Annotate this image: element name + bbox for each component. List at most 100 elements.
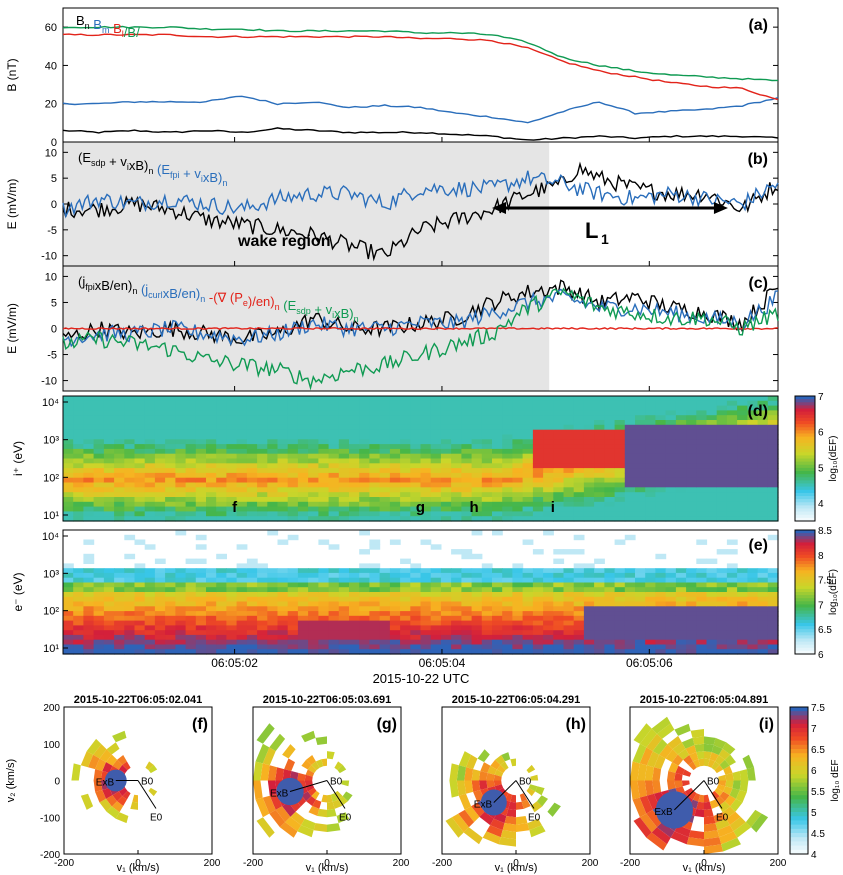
spectrogram-cell — [328, 506, 340, 512]
spectrogram-cell — [737, 444, 748, 450]
spectrogram-cell — [655, 634, 667, 641]
spectrogram-cell — [144, 501, 156, 508]
spectrogram-cell — [236, 587, 248, 593]
spectrogram-cell — [287, 601, 299, 607]
spectrogram-cell — [349, 577, 360, 584]
spectrogram-cell — [185, 592, 197, 598]
spectrogram-cell — [737, 458, 748, 464]
spectrogram-cell — [563, 549, 575, 555]
spectrogram-cell — [267, 497, 279, 503]
spectrogram-cell — [297, 472, 309, 479]
spectrogram-cell — [492, 582, 503, 588]
spectrogram-cell — [624, 497, 636, 503]
spectrogram-cell — [185, 587, 197, 593]
spectrogram-cell — [767, 468, 779, 474]
spectrogram-cell — [175, 415, 187, 421]
vdf-cell — [527, 818, 542, 831]
spectrogram-cell — [767, 396, 779, 402]
spectrogram-cell — [573, 463, 585, 469]
spectrogram-cell — [737, 511, 748, 517]
vdf-cell — [719, 759, 730, 770]
spectrogram-cell — [594, 511, 605, 517]
spectrogram-cell — [726, 429, 738, 436]
spectrogram-cell — [134, 492, 146, 498]
spectrogram-cell — [328, 634, 340, 641]
spectrogram-cell — [389, 415, 401, 421]
spectrogram-cell — [716, 620, 728, 626]
spectrogram-cell — [73, 497, 84, 503]
panel-title: 2015-10-22T06:05:02.041 — [74, 694, 202, 706]
spectrogram-cell — [757, 497, 769, 503]
spectrogram-cell — [451, 611, 462, 617]
x-tick-label: 0 — [135, 858, 141, 869]
y-tick-label: 10¹ — [43, 643, 59, 655]
spectrogram-cell — [461, 572, 473, 579]
spectrogram-cell — [706, 596, 718, 603]
spectrogram-cell — [185, 620, 197, 626]
spectrogram-cell — [553, 611, 565, 617]
spectrogram-cell — [757, 415, 769, 421]
spectrogram-cell — [726, 444, 738, 450]
spectrogram-cell — [73, 615, 84, 622]
spectrogram-cell — [553, 448, 565, 455]
spectrogram-cell — [583, 463, 595, 469]
spectrogram-cell — [757, 620, 769, 626]
spectrogram-cell — [420, 582, 432, 588]
series-line — [62, 170, 779, 219]
colorbar-cell — [790, 807, 808, 813]
spectrogram-cell — [747, 601, 759, 607]
colorbar-cell — [795, 641, 815, 646]
colorbar-cell — [795, 585, 815, 590]
spectrogram-cell — [604, 477, 616, 484]
spectrogram-cell — [553, 634, 565, 641]
spectrogram-cell — [175, 482, 187, 488]
spectrogram-cell — [767, 611, 779, 617]
vdf-cell — [639, 813, 657, 833]
spectrogram-cell — [512, 611, 524, 617]
spectrogram-cell — [400, 477, 411, 484]
spectrogram-cell — [594, 492, 605, 498]
spectrogram-cell — [154, 415, 166, 421]
spectrogram-cell — [737, 448, 748, 455]
legend-entry-text: (E — [157, 162, 170, 177]
spectrogram-cell — [328, 453, 340, 460]
y-tick-label: 10⁴ — [42, 531, 59, 543]
spectrogram-cell — [277, 611, 289, 617]
spectrogram-cell — [73, 458, 84, 464]
spectrogram-cell — [144, 420, 156, 426]
spectrogram-cell — [206, 511, 217, 517]
spectrogram-cell — [624, 601, 636, 607]
colorbar-cell — [795, 545, 815, 550]
vdf-cell — [526, 764, 536, 774]
spectrogram-cell — [757, 477, 769, 484]
spectrogram-cell — [543, 572, 554, 579]
spectrogram-cell — [502, 410, 513, 416]
spectrogram-cell — [73, 463, 84, 469]
spectrogram-cell — [410, 516, 422, 522]
spectrogram-cell — [236, 492, 248, 498]
spectrogram-cell — [502, 453, 513, 460]
spectrogram-cell — [532, 463, 544, 469]
spectrogram-cell — [512, 601, 524, 607]
L1-subscript: 1 — [601, 231, 609, 247]
spectrogram-cell — [737, 582, 748, 588]
spectrogram-cell — [635, 568, 646, 574]
spectrogram-cell — [267, 511, 279, 517]
spectrogram-cell — [277, 429, 289, 436]
spectrogram-cell — [563, 639, 575, 646]
spectrogram-cell — [328, 492, 340, 498]
spectrogram-cell — [767, 429, 779, 436]
spectrogram-cell — [604, 415, 616, 421]
spectrogram-cell — [124, 620, 136, 626]
spectrogram-cell — [369, 420, 381, 426]
spectrogram-cell — [400, 582, 411, 588]
spectrogram-cell — [583, 568, 595, 574]
vdf-cell — [725, 780, 734, 789]
spectrogram-cell — [297, 572, 309, 579]
spectrogram-cell — [420, 606, 432, 612]
panel-title: 2015-10-22T06:05:04.891 — [640, 694, 768, 706]
spectrogram-cell — [144, 497, 156, 503]
spectrogram-cell — [410, 630, 422, 636]
date-label: 2015-10-22 UTC — [373, 671, 470, 686]
spectrogram-cell — [328, 482, 340, 488]
